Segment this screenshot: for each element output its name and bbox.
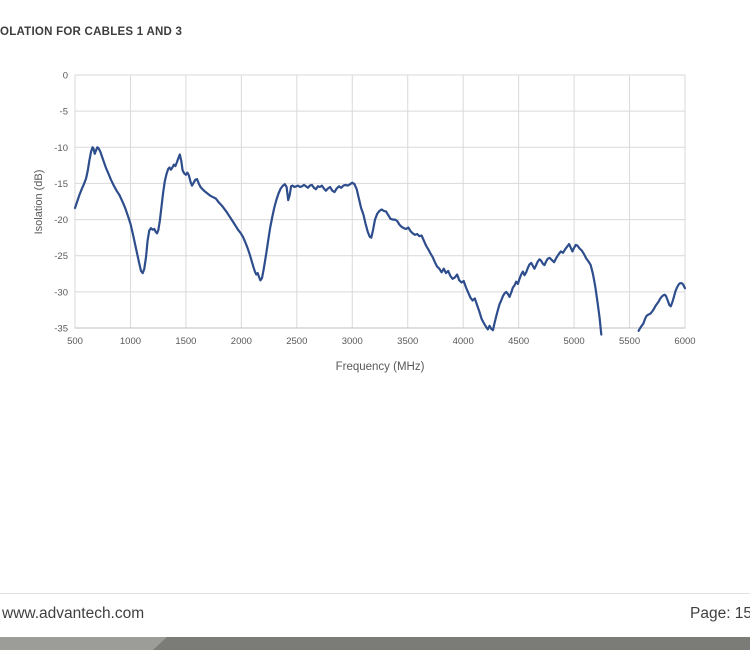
x-tick-label: 1500 (175, 336, 196, 347)
isolation-chart-canvas: 500 1000 1500 2000 2500 3000 3500 4000 4500 5000 5… (54, 71, 695, 348)
y-tick-label: -5 (60, 107, 68, 118)
chart-title: OLATION FOR CABLES 1 AND 3 (0, 26, 183, 38)
y-axis-title: Isolation (dB) (33, 169, 45, 235)
footer-page-number: Page: 15 (690, 605, 750, 622)
isolation-line-segment (637, 282, 687, 332)
gridlines (74, 74, 686, 329)
x-tick-label: 2000 (231, 336, 252, 347)
y-tick-label: -20 (54, 215, 68, 226)
footer-website-link[interactable]: www.advantech.com (2, 605, 145, 622)
y-tick-label: -15 (54, 179, 68, 190)
y-tick-label: -10 (54, 143, 68, 154)
x-tick-label: 500 (67, 336, 83, 347)
bottom-bar-accent (153, 637, 750, 650)
x-tick-label: 6000 (674, 336, 695, 347)
x-tick-label: 3500 (397, 336, 418, 347)
y-tick-label: -25 (54, 251, 68, 262)
x-tick-label: 4000 (453, 336, 474, 347)
y-tick-label: -30 (54, 287, 68, 298)
y-tick-label: -35 (54, 324, 68, 335)
isolation-line-segment (73, 146, 603, 336)
plot-border (74, 74, 686, 329)
x-tick-label: 5500 (619, 336, 640, 347)
bottom-bar (0, 637, 750, 650)
x-tick-label: 2500 (286, 336, 307, 347)
x-tick-label: 1000 (120, 336, 141, 347)
footer-divider (0, 593, 750, 594)
x-tick-label: 3000 (342, 336, 363, 347)
x-axis-title: Frequency (MHz) (335, 361, 425, 373)
y-tick-label: 0 (63, 71, 68, 82)
x-tick-label: 5000 (564, 336, 585, 347)
x-tick-label: 4500 (508, 336, 529, 347)
